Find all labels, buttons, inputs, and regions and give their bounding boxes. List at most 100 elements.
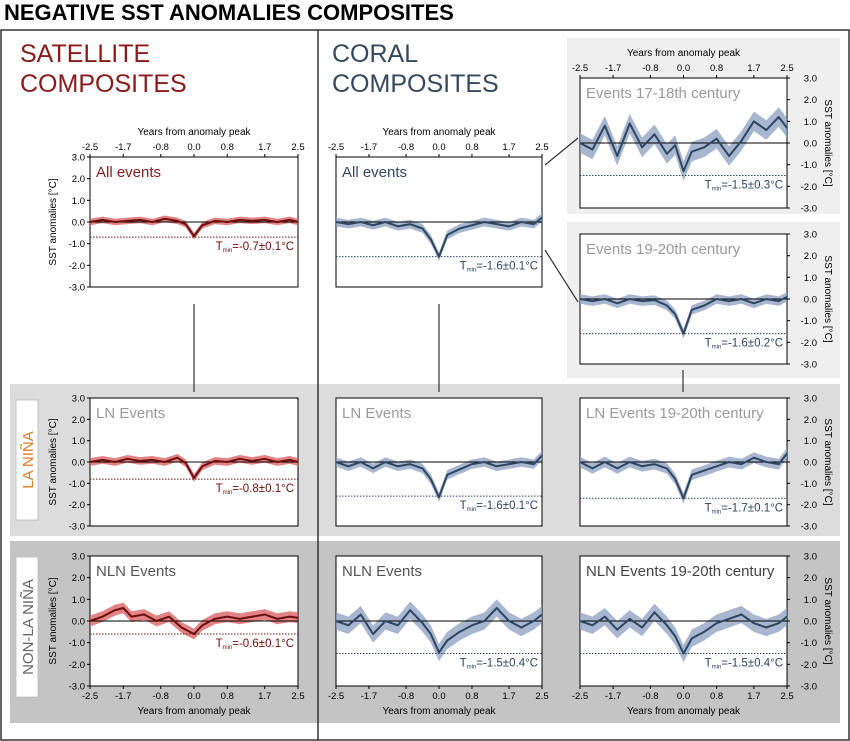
la-nina-label-box: LA NIÑA <box>15 399 39 521</box>
data-point <box>276 618 279 620</box>
data-point <box>666 304 668 307</box>
x-tick-label: -1.7 <box>605 691 621 702</box>
x-tick-label: -2.5 <box>572 691 588 702</box>
coral-title-line1: CORAL <box>332 40 418 68</box>
data-point <box>541 216 543 219</box>
x-tick-label: 1.7 <box>258 142 271 153</box>
data-point <box>297 221 299 223</box>
x-tick-label: -1.7 <box>361 142 377 153</box>
data-point <box>765 461 768 463</box>
y-tick-label: -1.0 <box>801 160 817 171</box>
panel-sat-nln: NLN Events Tmin=-0.6±0.1°C -2.5 -1.7 -0.8 0.0… <box>48 552 305 718</box>
x-axis-title: Years from anomaly peak <box>137 127 251 138</box>
data-point <box>184 462 187 464</box>
data-point <box>184 223 187 225</box>
x-tick-label: 2.5 <box>535 142 548 153</box>
x-tick-label: 0.8 <box>465 691 478 702</box>
x-tick-label: 0.8 <box>710 691 723 702</box>
data-point <box>666 467 668 470</box>
x-tick-label: -0.8 <box>398 691 414 702</box>
panel-label: Events 17-18th century <box>586 85 741 102</box>
data-point <box>114 609 116 611</box>
panel-coral-nln: NLN Events Tmin=-1.5±0.4°C -2.5 -1.7 -0.8 0.0… <box>328 555 549 717</box>
y-tick-label: 2.0 <box>72 174 85 185</box>
data-point <box>740 298 743 300</box>
panel-sat-all: All events Tmin=-0.7±0.1°C -2.5 -1.7 -0.8 0.0… <box>48 127 305 294</box>
data-point <box>164 461 166 463</box>
data-point <box>682 497 685 500</box>
data-point <box>226 461 229 463</box>
data-point <box>715 298 718 300</box>
data-point <box>508 225 510 228</box>
x-tick-label: -1.7 <box>115 142 131 153</box>
data-point <box>495 223 498 225</box>
coral-title-line2: COMPOSITES <box>332 70 499 98</box>
data-point <box>335 221 337 223</box>
data-point <box>690 309 693 311</box>
data-point <box>520 626 523 629</box>
data-point <box>765 298 768 300</box>
data-point <box>409 463 411 465</box>
data-point <box>397 624 399 627</box>
data-point <box>786 615 788 618</box>
panel-label: All events <box>96 164 161 181</box>
data-point <box>193 235 195 237</box>
x-tick-label: -0.8 <box>153 691 169 702</box>
x-tick-label: 2.5 <box>780 691 793 702</box>
data-point <box>777 300 780 302</box>
y-axis-title: SST anomalies [°C] <box>822 577 833 664</box>
x-axis-title: Years from anomaly peak <box>627 706 741 717</box>
data-point <box>251 220 254 222</box>
panel-label: Events 19-20th century <box>586 241 741 258</box>
data-point <box>682 170 685 172</box>
x-tick-label: -0.8 <box>642 63 658 74</box>
data-point <box>520 461 523 463</box>
data-point <box>765 626 768 629</box>
y-tick-label: 1.0 <box>804 595 817 606</box>
data-point <box>151 459 154 461</box>
data-point <box>579 620 581 622</box>
x-tick-label: 0.8 <box>221 142 234 153</box>
data-point <box>176 220 179 222</box>
y-tick-label: -2.0 <box>801 660 817 671</box>
data-point <box>740 463 743 465</box>
x-tick-label: 1.7 <box>502 142 515 153</box>
x-tick-label: -1.7 <box>361 691 377 702</box>
x-tick-label: -0.8 <box>153 142 169 153</box>
data-point <box>359 221 362 223</box>
data-point <box>653 299 656 301</box>
data-point <box>604 298 606 300</box>
data-point <box>288 459 291 461</box>
x-tick-label: 1.7 <box>502 691 515 702</box>
data-point <box>753 456 755 459</box>
x-tick-label: -0.8 <box>398 142 414 153</box>
data-point <box>446 474 449 476</box>
y-tick-label: -3.0 <box>69 522 85 533</box>
data-point <box>777 463 780 465</box>
data-point <box>438 255 440 258</box>
data-point <box>155 620 158 622</box>
data-point <box>471 624 473 627</box>
y-tick-label: 2.0 <box>72 415 85 426</box>
data-point <box>139 460 141 462</box>
tmin-annotation: Tmin=-0.8±0.1°C <box>216 483 294 496</box>
x-tick-label: -2.5 <box>328 691 344 702</box>
y-tick-label: -1.0 <box>801 638 817 649</box>
panel-coral-all: All events Tmin=-1.6±0.1°C -2.5 -1.7 -0.8 0.0… <box>328 127 549 288</box>
x-tick-label: 2.5 <box>780 63 793 74</box>
uncertainty-band <box>336 213 542 261</box>
data-point <box>703 146 705 149</box>
data-point <box>786 452 788 455</box>
panel-coral-ln-1920: LN Events 19-20th century Tmin=-1.7±0.1°C… <box>579 394 833 533</box>
data-point <box>201 224 204 227</box>
y-tick-label: 0.0 <box>804 139 817 150</box>
y-tick-label: -3.0 <box>69 283 85 294</box>
data-point <box>765 129 768 131</box>
data-point <box>347 465 350 468</box>
data-point <box>728 461 730 463</box>
y-tick-label: 3.0 <box>72 552 85 563</box>
x-tick-label: 0.0 <box>677 691 690 702</box>
y-tick-label: 0.0 <box>72 218 85 229</box>
uncertainty-band <box>580 603 787 663</box>
